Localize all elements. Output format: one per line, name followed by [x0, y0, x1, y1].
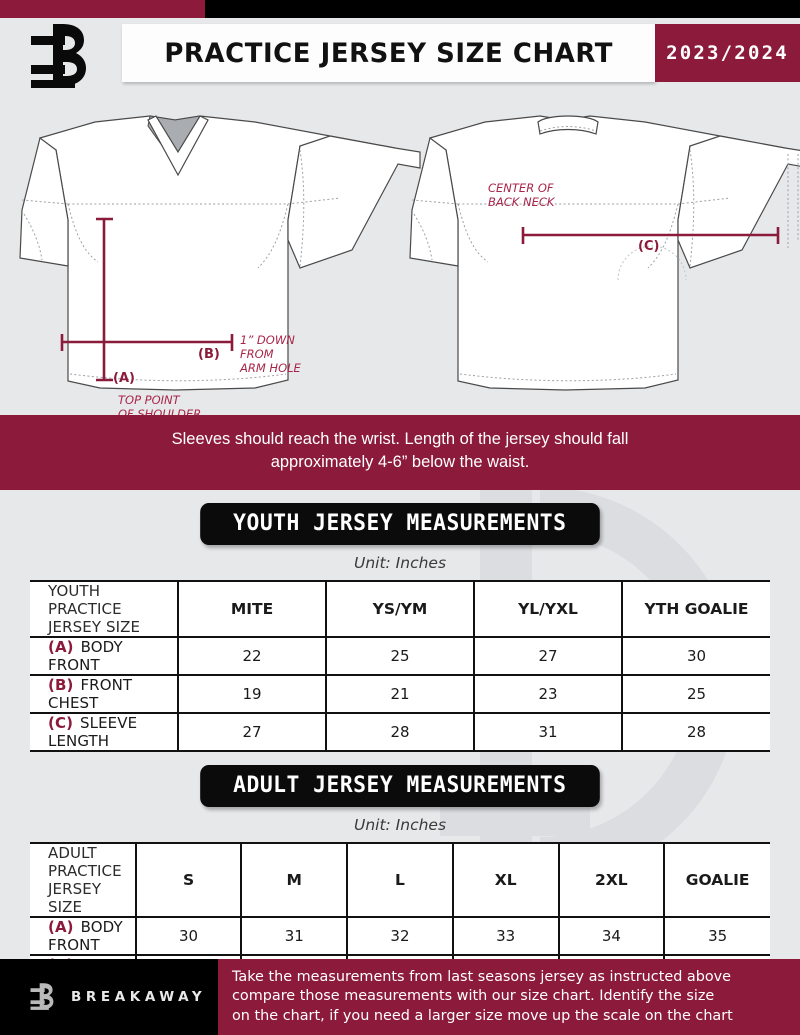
youth-c-mite: 27 [177, 711, 326, 752]
page-title: PRACTICE JERSEY SIZE CHART [164, 37, 613, 69]
adult-col-goalie: GOALIE [663, 841, 770, 918]
youth-col-goalie: YTH GOALIE [621, 579, 770, 638]
table-row: (A) BODY FRONT 30 31 32 33 34 35 [30, 915, 770, 956]
adult-a-goalie: 35 [663, 915, 770, 956]
youth-measurements-table: YOUTH PRACTICE JERSEY SIZE MITE YS/YM YL… [30, 579, 770, 752]
measure-line-a [96, 217, 113, 382]
youth-b-mite: 19 [177, 673, 326, 714]
top-bar-maroon-segment [0, 0, 205, 18]
title-plate: PRACTICE JERSEY SIZE CHART [122, 24, 655, 82]
adult-row-a-label: (A) BODY FRONT [30, 915, 136, 956]
row-key-a: (A) [48, 917, 74, 936]
page-footer: BREAKAWAY Take the measurements from las… [0, 959, 800, 1035]
adult-unit-label: Unit: Inches [353, 815, 447, 834]
youth-table-header-row: YOUTH PRACTICE JERSEY SIZE MITE YS/YM YL… [30, 579, 770, 638]
youth-section-badge: YOUTH JERSEY MEASUREMENTS [200, 502, 600, 545]
annotation-b-label-line2: FROM [240, 347, 274, 361]
row-label-b: FRONT CHEST [48, 675, 133, 712]
fit-note-line1: Sleeves should reach the wrist. Length o… [171, 430, 629, 448]
adult-col-m: M [240, 841, 348, 918]
youth-section: YOUTH JERSEY MEASUREMENTS Unit: Inches Y… [0, 490, 800, 752]
table-row: (B) FRONT CHEST 19 21 23 25 [30, 673, 770, 714]
table-row: (A) BODY FRONT 22 25 27 30 [30, 635, 770, 676]
adult-col-2xl: 2XL [557, 841, 665, 918]
top-bar-black-segment [205, 0, 800, 18]
youth-a-ylyxl: 27 [473, 635, 622, 676]
row-label-a: BODY FRONT [48, 917, 123, 954]
annotation-c-key: (C) [638, 239, 659, 254]
youth-a-ysym: 25 [325, 635, 474, 676]
annotation-c-label-line1: CENTER OF [488, 181, 554, 195]
annotation-b-label-line1: 1” DOWN [240, 333, 295, 347]
youth-b-ylyxl: 23 [473, 673, 622, 714]
adult-a-2xl: 34 [557, 915, 665, 956]
youth-col-ysym: YS/YM [325, 579, 474, 638]
adult-col-size: ADULT PRACTICE JERSEY SIZE [30, 841, 136, 918]
adult-a-s: 30 [134, 915, 242, 956]
annotation-c-label-line2: BACK NECK [488, 195, 556, 209]
row-key-b: (B) [48, 675, 74, 694]
fit-note-banner: Sleeves should reach the wrist. Length o… [0, 415, 800, 490]
top-accent-bar [0, 0, 800, 18]
footer-instructions-line3: on the chart, if you need a larger size … [232, 1007, 733, 1024]
fit-note-line2: approximately 4-6” below the waist. [270, 453, 530, 472]
youth-col-size: YOUTH PRACTICE JERSEY SIZE [30, 579, 178, 638]
table-row: (C) SLEEVE LENGTH 27 28 31 28 [30, 711, 770, 752]
jersey-back-illustration [409, 115, 800, 391]
youth-col-ylyxl: YL/YXL [473, 579, 622, 638]
row-label-c: SLEEVE LENGTH [48, 713, 138, 750]
youth-a-goalie: 30 [621, 635, 770, 676]
adult-section-badge: ADULT JERSEY MEASUREMENTS [200, 764, 600, 807]
youth-b-goalie: 25 [621, 673, 770, 714]
measure-line-b [60, 334, 234, 351]
footer-instructions: Take the measurements from last seasons … [218, 959, 800, 1035]
youth-row-b-label: (B) FRONT CHEST [30, 673, 178, 714]
youth-c-goalie: 28 [621, 711, 770, 752]
youth-row-a-label: (A) BODY FRONT [30, 635, 178, 676]
annotation-b-label-line3: ARM HOLE [239, 361, 302, 375]
adult-col-s: S [134, 841, 242, 918]
adult-col-l: L [346, 841, 453, 918]
footer-instructions-line2: compare those measurements with our size… [232, 988, 715, 1005]
adult-a-l: 32 [346, 915, 453, 956]
youth-c-ysym: 28 [325, 711, 474, 752]
row-label-a: BODY FRONT [48, 637, 123, 674]
annotation-b-key: (B) [198, 347, 220, 362]
row-key-a: (A) [48, 637, 74, 656]
youth-col-mite: MITE [177, 579, 326, 638]
adult-a-m: 31 [240, 915, 348, 956]
row-key-c: (C) [48, 713, 74, 732]
adult-table-header-row: ADULT PRACTICE JERSEY SIZE S M L XL 2XL … [30, 841, 770, 918]
annotation-a-key: (A) [113, 371, 135, 386]
jersey-diagram: (B) 1” DOWN FROM ARM HOLE (A) TOP POINT … [0, 90, 800, 415]
youth-b-ysym: 21 [325, 673, 474, 714]
adult-col-xl: XL [451, 841, 559, 918]
breakaway-b-logo-icon [30, 983, 54, 1010]
season-badge: 2023/2024 [655, 24, 800, 82]
youth-c-ylyxl: 31 [473, 711, 622, 752]
footer-instructions-line1: Take the measurements from last seasons … [232, 969, 732, 986]
jersey-front-illustration [19, 115, 421, 391]
footer-brand-name: BREAKAWAY [71, 989, 207, 1005]
youth-row-c-label: (C) SLEEVE LENGTH [30, 711, 178, 752]
page-header: PRACTICE JERSEY SIZE CHART 2023/2024 [0, 18, 800, 90]
annotation-a-label-line1: TOP POINT [118, 393, 181, 407]
annotation-a-label-line2: OF SHOULDER [118, 407, 201, 415]
youth-a-mite: 22 [177, 635, 326, 676]
breakaway-b-logo-icon [31, 24, 86, 88]
youth-unit-label: Unit: Inches [353, 553, 447, 572]
adult-a-xl: 33 [451, 915, 559, 956]
footer-brand-block: BREAKAWAY [0, 959, 218, 1035]
header-logo [0, 18, 122, 90]
measure-line-c [521, 227, 780, 244]
